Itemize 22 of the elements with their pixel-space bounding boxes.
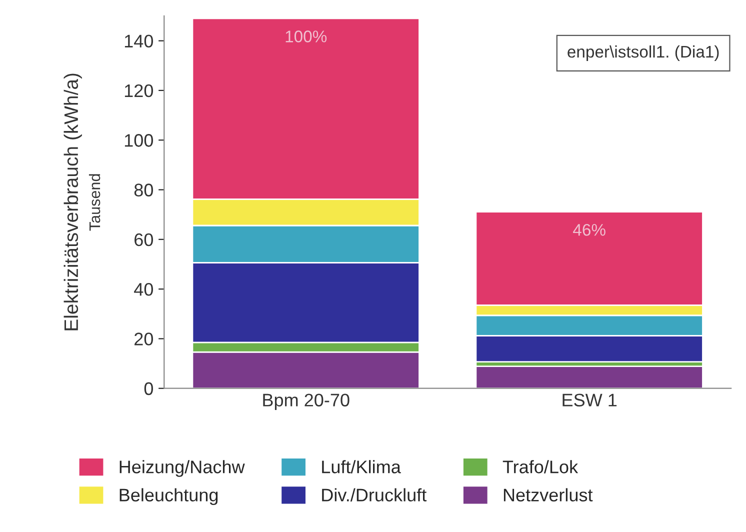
x-tick-label: Bpm 20-70 bbox=[263, 394, 350, 410]
legend-label: Heizung/Nachw bbox=[120, 460, 245, 477]
y-tick-label: 60 bbox=[134, 233, 153, 246]
legend-label: Trafo/Lok bbox=[502, 460, 578, 474]
y-tick-label: 100 bbox=[124, 134, 153, 147]
y-tick-label: 140 bbox=[124, 34, 153, 48]
x-tick-label: ESW 1 bbox=[562, 394, 617, 406]
bar bbox=[475, 366, 704, 388]
text: Tausend bbox=[88, 174, 100, 231]
annotation: 46% bbox=[573, 224, 606, 236]
annotation: 100% bbox=[286, 30, 327, 42]
legend-label: Div./Druckluft bbox=[322, 488, 427, 502]
legend-label: Beleuchtung bbox=[120, 488, 218, 506]
annotation: enper\istsoll1. (Dia1) bbox=[568, 45, 719, 61]
y-tick-label: 120 bbox=[124, 84, 153, 98]
y-tick-label: 80 bbox=[134, 184, 153, 196]
y-tick-label: 40 bbox=[134, 282, 153, 296]
legend-label: Luft/Klima bbox=[322, 460, 401, 474]
y-tick-label: 20 bbox=[134, 332, 153, 346]
y-tick-label: 0 bbox=[144, 382, 153, 396]
y-axis-title: Elektrizitätsverbrauch (kWh/a) bbox=[64, 74, 82, 330]
legend-label: Netzverlust bbox=[504, 488, 593, 502]
